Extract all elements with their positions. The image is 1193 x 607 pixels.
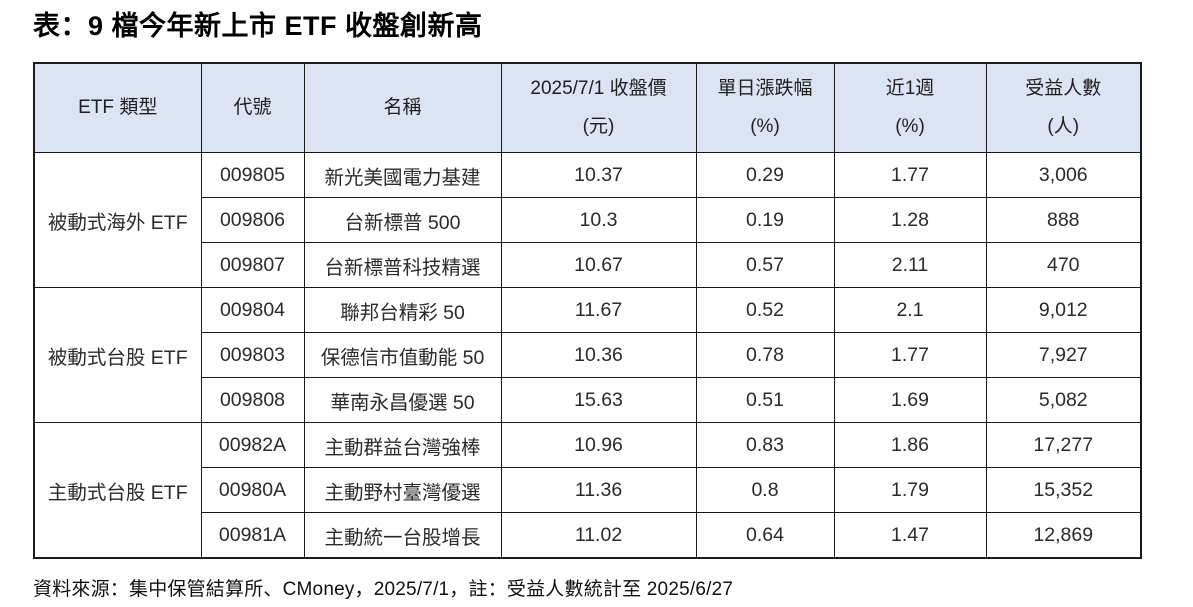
holders-cell: 12,869 — [985, 512, 1142, 559]
day-change-cell: 0.57 — [695, 242, 835, 288]
header-row: ETF 類型 代號 名稱 2025/7/1 收盤價 (元) 單日漲跌幅 (%) … — [33, 62, 1142, 153]
week-change-cell: 2.1 — [833, 287, 987, 333]
col-header-code: 代號 — [200, 62, 305, 153]
day-change-cell: 0.8 — [695, 467, 835, 513]
header-line: 受益人數 — [1025, 78, 1102, 99]
table-row: 被動式海外 ETF 009805 新光美國電力基建 10.37 0.29 1.7… — [33, 152, 1142, 288]
week-change-cell: 1.69 — [833, 377, 987, 423]
col-header-week-change: 近1週 (%) — [833, 62, 987, 153]
close-price-cell: 10.36 — [500, 332, 697, 378]
table-row: 009808 華南永昌優選 50 15.63 0.51 1.69 5,082 — [34, 377, 1142, 423]
code-cell: 009805 — [200, 152, 305, 198]
week-change-cell: 1.28 — [833, 197, 987, 243]
holders-cell: 3,006 — [985, 152, 1142, 198]
code-cell: 00981A — [200, 512, 305, 559]
holders-cell: 15,352 — [985, 467, 1142, 513]
etf-type-cell: 被動式海外 ETF — [33, 152, 202, 288]
close-price-cell: 11.67 — [500, 287, 697, 333]
day-change-cell: 0.29 — [695, 152, 835, 198]
close-price-cell: 10.3 — [500, 197, 697, 243]
col-header-etf-type: ETF 類型 — [33, 62, 202, 153]
day-change-cell: 0.78 — [695, 332, 835, 378]
header-unit: (元) — [582, 116, 615, 137]
header-line: 近1週 — [885, 78, 935, 99]
code-cell: 009806 — [200, 197, 305, 243]
table-row: 00980A 主動野村臺灣優選 11.36 0.8 1.79 15,352 — [34, 467, 1142, 513]
code-cell: 009803 — [200, 332, 305, 378]
day-change-cell: 0.52 — [695, 287, 835, 333]
name-cell: 華南永昌優選 50 — [303, 377, 502, 423]
close-price-cell: 10.67 — [500, 242, 697, 288]
week-change-cell: 1.77 — [833, 152, 987, 198]
table-row: 009806 台新標普 500 10.3 0.19 1.28 888 — [34, 197, 1142, 243]
header-unit: (%) — [750, 116, 780, 137]
header-line: 2025/7/1 收盤價 — [530, 78, 667, 99]
day-change-cell: 0.19 — [695, 197, 835, 243]
day-change-cell: 0.83 — [695, 422, 835, 468]
week-change-cell: 1.77 — [833, 332, 987, 378]
col-header-close-price: 2025/7/1 收盤價 (元) — [500, 62, 697, 153]
holders-cell: 7,927 — [985, 332, 1142, 378]
header-unit: (%) — [895, 116, 925, 137]
code-cell: 00982A — [200, 422, 305, 468]
code-cell: 009807 — [200, 242, 305, 288]
close-price-cell: 15.63 — [500, 377, 697, 423]
source-note: 資料來源：集中保管結算所、CMoney，2025/7/1，註：受益人數統計至 2… — [33, 579, 734, 600]
week-change-cell: 1.79 — [833, 467, 987, 513]
name-cell: 新光美國電力基建 — [303, 152, 502, 198]
etf-type-cell: 主動式台股 ETF — [33, 422, 202, 559]
page-title: 表：9 檔今年新上市 ETF 收盤創新高 — [33, 11, 483, 41]
holders-cell: 5,082 — [985, 377, 1142, 423]
col-header-name: 名稱 — [303, 62, 502, 153]
name-cell: 聯邦台精彩 50 — [303, 287, 502, 333]
etf-type-cell: 被動式台股 ETF — [33, 287, 202, 423]
code-cell: 009808 — [200, 377, 305, 423]
name-cell: 保德信市值動能 50 — [303, 332, 502, 378]
header-line: 代號 — [233, 97, 272, 118]
close-price-cell: 10.96 — [500, 422, 697, 468]
code-cell: 009804 — [200, 287, 305, 333]
name-cell: 主動統一台股增長 — [303, 512, 502, 559]
day-change-cell: 0.51 — [695, 377, 835, 423]
header-line: ETF 類型 — [78, 97, 158, 118]
table-row: 被動式台股 ETF 009804 聯邦台精彩 50 11.67 0.52 2.1… — [33, 287, 1142, 423]
close-price-cell: 10.37 — [500, 152, 697, 198]
table-row: 00981A 主動統一台股增長 11.02 0.64 1.47 12,869 — [34, 512, 1142, 559]
table-row: 009807 台新標普科技精選 10.67 0.57 2.11 470 — [34, 242, 1142, 288]
week-change-cell: 1.47 — [833, 512, 987, 559]
etf-table: ETF 類型 代號 名稱 2025/7/1 收盤價 (元) 單日漲跌幅 (%) … — [33, 62, 1142, 559]
day-change-cell: 0.64 — [695, 512, 835, 559]
name-cell: 台新標普 500 — [303, 197, 502, 243]
week-change-cell: 1.86 — [833, 422, 987, 468]
name-cell: 台新標普科技精選 — [303, 242, 502, 288]
col-header-day-change: 單日漲跌幅 (%) — [695, 62, 835, 153]
table-row: 009803 保德信市值動能 50 10.36 0.78 1.77 7,927 — [34, 332, 1142, 378]
code-cell: 00980A — [200, 467, 305, 513]
holders-cell: 17,277 — [985, 422, 1142, 468]
name-cell: 主動野村臺灣優選 — [303, 467, 502, 513]
name-cell: 主動群益台灣強棒 — [303, 422, 502, 468]
holders-cell: 888 — [985, 197, 1142, 243]
header-line: 單日漲跌幅 — [717, 78, 813, 99]
header-unit: (人) — [1047, 116, 1080, 137]
close-price-cell: 11.36 — [500, 467, 697, 513]
holders-cell: 470 — [985, 242, 1142, 288]
close-price-cell: 11.02 — [500, 512, 697, 559]
week-change-cell: 2.11 — [833, 242, 987, 288]
table-row: 主動式台股 ETF 00982A 主動群益台灣強棒 10.96 0.83 1.8… — [33, 422, 1142, 559]
header-line: 名稱 — [383, 97, 422, 118]
col-header-holders: 受益人數 (人) — [985, 62, 1142, 153]
holders-cell: 9,012 — [985, 287, 1142, 333]
